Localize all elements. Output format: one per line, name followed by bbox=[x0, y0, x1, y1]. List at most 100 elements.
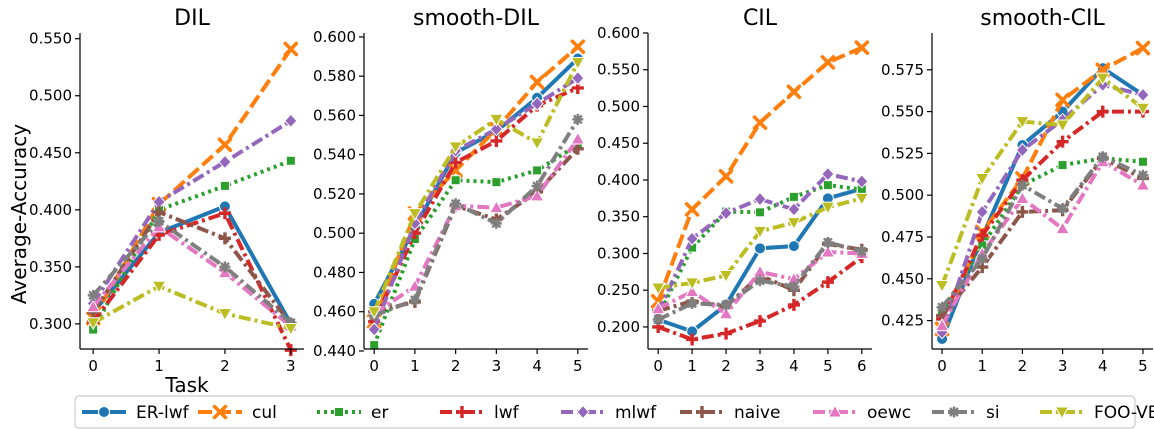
y-tick-label: 0.540 bbox=[313, 146, 356, 164]
data-point bbox=[571, 142, 584, 155]
series-line bbox=[940, 66, 1145, 340]
x-tick-label: 0 bbox=[937, 357, 947, 375]
y-tick-label: 0.500 bbox=[313, 224, 356, 242]
y-tick-label: 0.350 bbox=[597, 208, 640, 226]
legend-item-naive: naive bbox=[680, 403, 780, 423]
x-tick-label: 4 bbox=[1098, 357, 1108, 375]
data-point bbox=[1055, 119, 1070, 133]
y-tick-label: 0.550 bbox=[29, 30, 72, 48]
x-tick-label: 3 bbox=[1058, 357, 1068, 375]
series-naive bbox=[936, 152, 1149, 322]
panel-title: smooth-CIL bbox=[980, 6, 1105, 31]
x-tick-label: 3 bbox=[492, 357, 502, 375]
x-tick-label: 5 bbox=[1138, 357, 1148, 375]
series-line bbox=[373, 137, 580, 316]
data-point bbox=[1055, 92, 1070, 108]
legend-label: cul bbox=[252, 403, 277, 423]
series-foo-vb bbox=[934, 72, 1151, 293]
data-point bbox=[684, 284, 700, 298]
data-point bbox=[754, 315, 766, 328]
legend-label: er bbox=[371, 403, 388, 423]
data-point bbox=[820, 201, 836, 215]
data-point bbox=[755, 207, 765, 218]
data-point bbox=[1135, 102, 1151, 116]
data-point bbox=[490, 134, 503, 147]
data-point bbox=[283, 322, 299, 336]
legend-marker bbox=[827, 404, 843, 418]
data-point bbox=[489, 113, 504, 127]
x-tick-label: 5 bbox=[573, 357, 583, 375]
data-point bbox=[218, 154, 232, 170]
data-point bbox=[752, 264, 768, 278]
legend-marker bbox=[948, 406, 960, 418]
series-oewc bbox=[934, 154, 1151, 332]
data-point bbox=[822, 236, 834, 248]
series-si bbox=[652, 236, 868, 326]
data-point bbox=[490, 217, 502, 229]
data-point bbox=[754, 275, 766, 287]
data-point bbox=[787, 240, 800, 253]
series-er-lwf bbox=[652, 182, 868, 338]
data-point bbox=[284, 113, 298, 129]
data-point bbox=[786, 217, 802, 231]
data-point bbox=[788, 281, 800, 293]
data-point bbox=[856, 245, 868, 257]
panel-title: DIL bbox=[174, 6, 210, 31]
x-tick-label: 0 bbox=[369, 357, 379, 375]
series-foo-vb bbox=[650, 192, 870, 296]
data-point bbox=[854, 192, 870, 206]
legend-item-oewc: oewc bbox=[813, 403, 911, 423]
series-er-lwf bbox=[936, 62, 1149, 345]
data-point bbox=[151, 280, 167, 294]
data-point bbox=[752, 225, 768, 239]
y-tick-label: 0.600 bbox=[597, 24, 640, 42]
x-tick-label: 5 bbox=[823, 357, 833, 375]
series-line bbox=[91, 224, 293, 328]
data-point bbox=[448, 141, 463, 155]
data-point bbox=[450, 175, 461, 186]
y-tick-label: 0.575 bbox=[881, 61, 924, 79]
data-point bbox=[570, 56, 586, 70]
data-point bbox=[854, 40, 870, 55]
panel-smooth-dil: smooth-DIL 0.440 0.460 0.480 0.500 0.520 0.540… bbox=[313, 6, 588, 375]
data-point bbox=[1095, 72, 1111, 86]
legend-marker bbox=[212, 404, 228, 420]
x-tick-label: 0 bbox=[88, 357, 98, 375]
data-point bbox=[1055, 221, 1070, 235]
x-tick-label: 2 bbox=[451, 357, 461, 375]
x-axis-label: Task bbox=[164, 373, 209, 397]
data-point bbox=[529, 188, 545, 202]
data-point bbox=[530, 96, 544, 111]
panel-smooth-cil: smooth-CIL 0.425 0.450 0.475 0.500 0.525 0.550… bbox=[881, 6, 1153, 375]
y-tick-label: 0.200 bbox=[597, 318, 640, 336]
series-line bbox=[91, 119, 292, 305]
data-point bbox=[1015, 191, 1030, 205]
legend-item-er-lwf: ER-lwf bbox=[82, 403, 190, 423]
data-point bbox=[686, 333, 699, 346]
data-point bbox=[719, 205, 733, 221]
x-tick-label: 4 bbox=[789, 357, 799, 375]
data-point bbox=[788, 191, 799, 202]
y-tick-label: 0.600 bbox=[313, 28, 356, 46]
panel-dil: DIL 0.300 0.350 0.400 0.450 0.500 0.550 0 1 2 3 bbox=[29, 6, 304, 375]
y-axis-label: Average-Accuracy bbox=[7, 124, 31, 304]
series-mlwf bbox=[935, 77, 1150, 340]
series-naive bbox=[368, 142, 584, 318]
x-tick-label: 1 bbox=[154, 357, 164, 375]
series-oewc bbox=[650, 244, 870, 320]
data-point bbox=[720, 327, 733, 340]
y-tick-label: 0.425 bbox=[881, 312, 924, 330]
legend-item-lwf: lwf bbox=[440, 403, 520, 423]
data-point bbox=[1057, 203, 1069, 215]
series-er bbox=[937, 153, 1148, 318]
data-point bbox=[571, 70, 585, 86]
data-point bbox=[1056, 135, 1069, 148]
data-point bbox=[491, 177, 502, 188]
series-line bbox=[940, 46, 1144, 330]
data-point bbox=[974, 172, 990, 186]
data-point bbox=[718, 169, 734, 184]
legend-label: mlwf bbox=[615, 403, 657, 423]
y-tick-label: 0.300 bbox=[29, 315, 72, 333]
x-tick-label: 1 bbox=[410, 357, 420, 375]
